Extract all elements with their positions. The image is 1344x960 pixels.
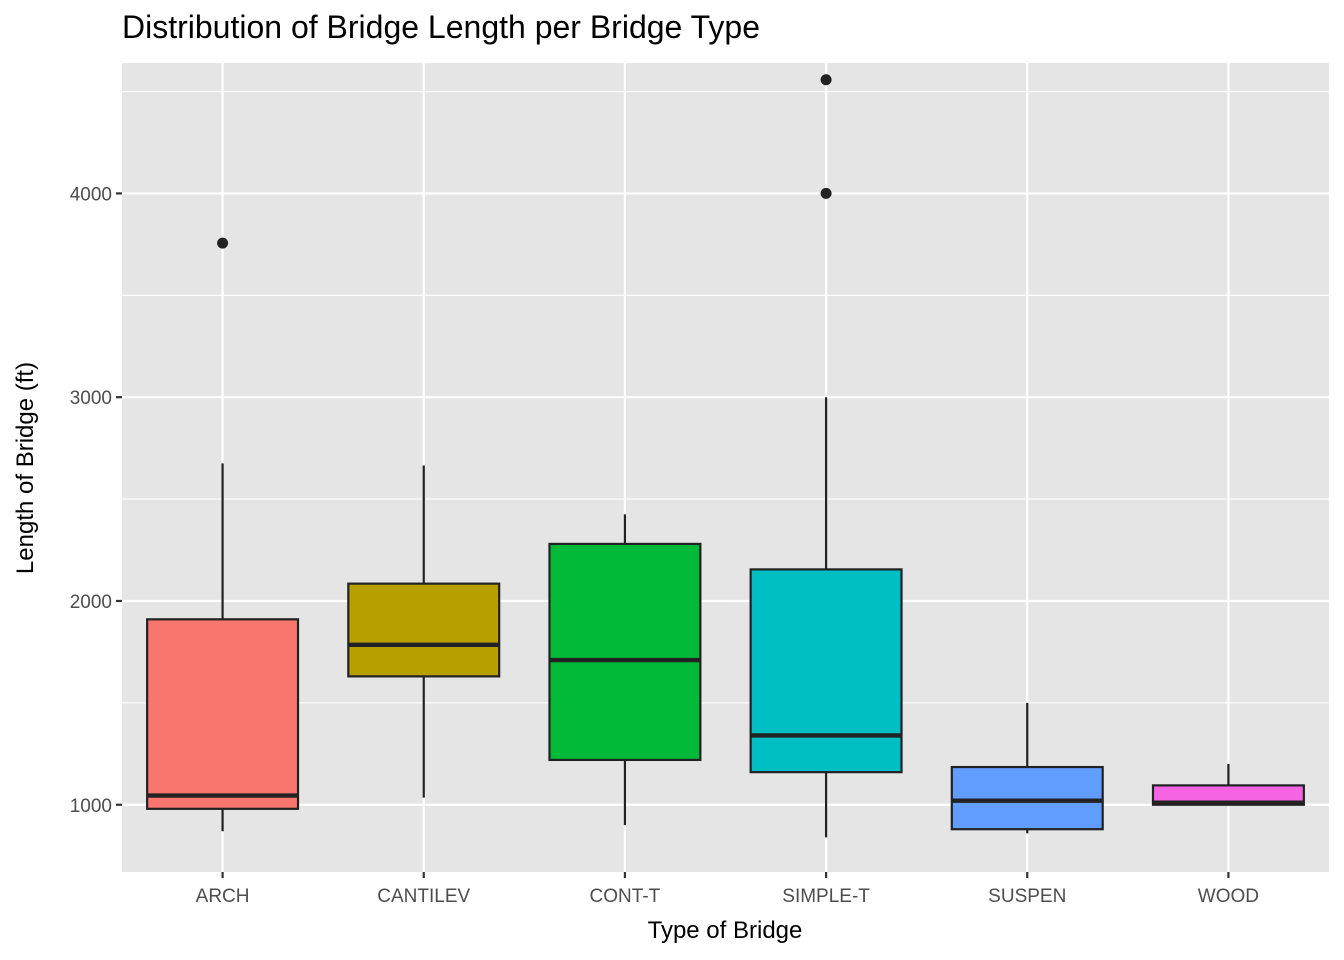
y-axis: 1000 2000 3000 4000 [70,184,122,817]
y-tick-label: 2000 [70,592,112,613]
y-tick-label: 1000 [70,796,112,817]
box-suspen [950,702,1104,834]
box-cantilev [347,465,501,798]
box-iqr [146,618,300,810]
x-tick-label: CONT-T [590,886,661,907]
box-simple-t [749,74,903,838]
minor-gridlines [122,90,1329,704]
x-tick-label: WOOD [1198,886,1259,907]
x-tick-label: ARCH [196,886,250,907]
y-tick-label: 3000 [70,388,112,409]
chart-title: Distribution of Bridge Length per Bridge… [122,9,760,45]
x-tick-label: CANTILEV [377,886,470,907]
box-cont-t [548,514,702,826]
plot-panel [122,63,1329,872]
box-series [146,74,1305,838]
y-axis-title: Length of Bridge (ft) [12,362,39,574]
box-wood [1151,763,1305,806]
box-iqr [548,542,702,762]
x-tick-label: SIMPLE-T [782,886,870,907]
x-tick-label: SUSPEN [988,886,1066,907]
y-tick-label: 4000 [70,184,112,205]
outlier-point [820,187,832,199]
x-axis: ARCH CANTILEV CONT-T SIMPLE-T SUSPEN WOOD [196,872,1259,907]
box-iqr [347,582,501,678]
box-iqr [749,568,903,774]
outlier-point [217,237,229,249]
x-axis-title: Type of Bridge [648,917,803,944]
outlier-point [820,74,832,86]
box-arch [146,237,300,832]
box-iqr [950,765,1104,831]
